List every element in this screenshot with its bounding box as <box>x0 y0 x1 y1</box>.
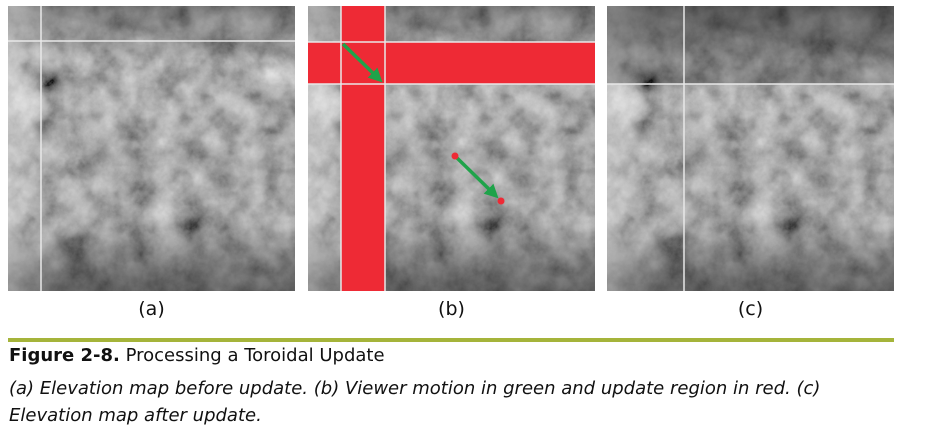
elevation-map-after-image <box>607 6 894 291</box>
elevation-map-after <box>607 6 894 291</box>
viewer-motion-arrow <box>453 154 499 199</box>
figure-title: Processing a Toroidal Update <box>125 345 385 366</box>
elevation-map-update-image <box>308 6 595 291</box>
update-region-horizontal <box>308 42 595 84</box>
panel-label-a: (a) <box>138 298 165 320</box>
figure-caption-title: Figure 2-8. Processing a Toroidal Update <box>9 345 385 366</box>
caption-divider <box>8 338 894 342</box>
panel-label-c: (c) <box>737 298 764 320</box>
elevation-map-update <box>308 6 595 291</box>
elevation-map-before-image <box>8 6 295 291</box>
panel-label-b: (b) <box>438 298 465 320</box>
figure-caption-description: (a) Elevation map before update. (b) Vie… <box>9 378 821 426</box>
viewer-end-point <box>497 197 505 205</box>
viewer-start-point <box>451 152 459 160</box>
viewer-motion-arrow-corner <box>341 42 383 83</box>
elevation-map-before <box>8 6 295 291</box>
figure-number: Figure 2-8. <box>9 345 120 366</box>
